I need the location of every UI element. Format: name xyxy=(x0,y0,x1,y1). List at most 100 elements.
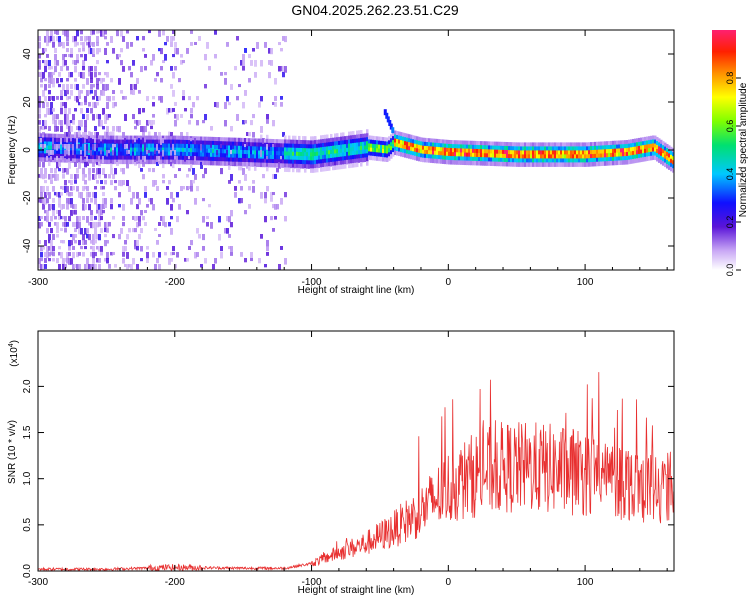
spectrogram-cell xyxy=(120,143,123,149)
spectrogram-cell xyxy=(626,148,629,153)
spectrogram-noise-cell xyxy=(48,126,51,131)
spectrogram-noise-cell xyxy=(214,30,217,35)
spectrogram-cell xyxy=(294,155,297,161)
spectrogram-noise-cell xyxy=(140,126,143,132)
spectrogram-cell xyxy=(322,167,325,172)
spectrogram-noise-cell xyxy=(68,216,71,222)
spectrogram-noise-cell xyxy=(72,234,75,241)
spectrogram-cell xyxy=(288,151,291,157)
spectrogram-cell xyxy=(486,141,489,146)
spectrogram-cell xyxy=(332,145,335,151)
spectrogram-noise-cell xyxy=(124,246,127,252)
spectrogram-cell xyxy=(184,147,187,153)
spectrogram-cell xyxy=(530,162,533,167)
spectrogram-cell xyxy=(180,143,183,149)
spectrogram-cell xyxy=(388,148,391,153)
spectrogram-cell xyxy=(140,139,143,145)
spectrogram-noise-cell xyxy=(246,132,249,137)
spectrogram-cell xyxy=(468,156,471,162)
spectrogram-noise-cell xyxy=(92,102,95,108)
spectrogram-noise-cell xyxy=(98,246,101,252)
spectrogram-cell xyxy=(168,143,171,149)
spectrogram-cell xyxy=(74,158,77,163)
spectrogram-cell xyxy=(280,159,283,164)
spectrogram-cell xyxy=(468,144,471,150)
spectrogram-noise-cell xyxy=(110,36,113,43)
spectrogram-cell xyxy=(236,137,239,143)
spectrogram-cell xyxy=(660,151,663,157)
spectrogram-cell xyxy=(336,161,339,166)
spectrogram-noise-cell xyxy=(82,156,85,160)
spectrogram-cell xyxy=(188,148,191,153)
spectrogram-cell xyxy=(598,157,601,163)
spectrogram-cell xyxy=(452,156,455,161)
spectrogram-cell xyxy=(90,135,93,140)
spectrogram-cell xyxy=(274,155,277,160)
spectrogram-cell xyxy=(122,139,125,145)
spectrogram-cell xyxy=(660,143,663,149)
spectrogram-cell xyxy=(270,142,273,148)
spectrogram-noise-cell xyxy=(140,228,143,234)
spectrogram-cell xyxy=(266,158,269,164)
spectrogram-noise-cell xyxy=(68,96,71,100)
spectrogram-cell xyxy=(516,162,519,167)
spectrogram-cell xyxy=(528,150,531,155)
spectrogram-cell xyxy=(348,151,351,157)
spectrogram-cell xyxy=(606,161,609,166)
spectrogram-noise-cell xyxy=(270,216,273,221)
spectrogram-cell xyxy=(322,155,325,160)
spectrogram-cell xyxy=(618,160,621,165)
spectrogram-cell xyxy=(256,150,259,155)
spectrogram-cell xyxy=(374,144,377,149)
spectrogram-noise-cell xyxy=(66,138,69,143)
spectrogram-cell xyxy=(120,159,123,165)
spectrogram-noise-cell xyxy=(106,258,109,264)
spectrogram-cell xyxy=(352,131,355,136)
spectrogram-noise-cell xyxy=(220,72,223,76)
spectrogram-cell xyxy=(542,162,545,167)
spectrogram-cell xyxy=(496,161,499,167)
spectrogram-noise-cell xyxy=(174,174,177,179)
spectrogram-cell xyxy=(176,159,179,165)
spectrogram-noise-cell xyxy=(130,42,133,47)
spectrogram-cell xyxy=(634,158,637,164)
spectrogram-noise-cell xyxy=(42,60,45,64)
spectrogram-cell xyxy=(412,147,415,152)
spectrogram-cell xyxy=(318,147,321,153)
spectrogram-noise-cell xyxy=(92,162,95,167)
spectrogram-cell xyxy=(614,148,617,154)
spectrogram-cell xyxy=(220,137,223,142)
spectrogram-cell xyxy=(334,133,337,138)
spectrogram-cell xyxy=(346,139,349,145)
spectrogram-cell xyxy=(298,155,301,161)
spectrogram-noise-cell xyxy=(96,60,99,65)
spectrogram-noise-cell xyxy=(196,228,199,234)
x-tick-label: 100 xyxy=(577,577,594,588)
spectrogram-cell xyxy=(210,140,213,146)
spectrogram-noise-cell xyxy=(112,96,115,101)
spectrogram-noise-cell xyxy=(38,216,41,221)
spectrogram-noise-cell xyxy=(48,258,51,262)
spectrogram-cell xyxy=(532,142,535,147)
spectrogram-cell xyxy=(176,151,179,157)
spectrogram-cell xyxy=(602,161,605,166)
spectrogram-noise-cell xyxy=(260,96,263,102)
spectrogram-noise-cell xyxy=(98,72,101,76)
spectrogram-cell xyxy=(300,155,303,161)
spectrogram-cell xyxy=(554,150,557,155)
spectrogram-cell xyxy=(418,140,421,146)
spectrogram-noise-cell xyxy=(90,240,93,244)
spectrogram-cell xyxy=(132,135,135,141)
spectrogram-cell xyxy=(174,143,177,149)
spectrogram-noise-cell xyxy=(220,246,223,252)
spectrogram-cell xyxy=(62,134,65,139)
spectrogram-cell xyxy=(120,135,123,141)
spectrogram-noise-cell xyxy=(106,132,109,138)
spectrogram-noise-cell xyxy=(86,162,89,167)
spectrogram-noise-cell xyxy=(98,204,101,210)
spectrogram-cell xyxy=(262,154,265,160)
spectrogram-noise-cell xyxy=(92,168,95,173)
spectrogram-noise-cell xyxy=(158,222,161,226)
spectrogram-noise-cell xyxy=(96,42,99,47)
spectrogram-cell xyxy=(132,155,135,161)
